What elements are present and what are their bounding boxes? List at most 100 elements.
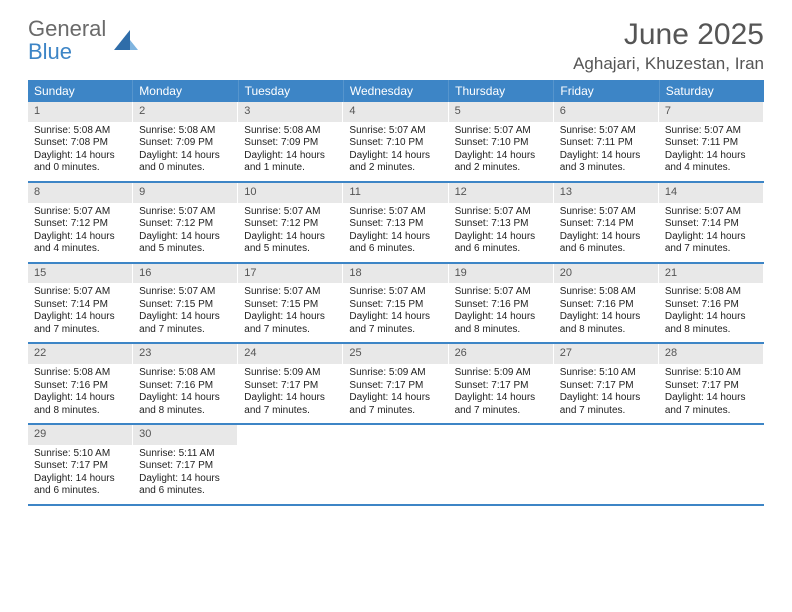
empty-day-cell	[449, 425, 554, 504]
sunrise-text: Sunrise: 5:11 AM	[139, 448, 231, 461]
daylight-text: Daylight: 14 hours	[34, 150, 126, 163]
sunrise-text: Sunrise: 5:07 AM	[244, 206, 336, 219]
day-number: 13	[554, 183, 658, 203]
day-body: Sunrise: 5:08 AMSunset: 7:16 PMDaylight:…	[659, 286, 763, 336]
sunset-text: Sunset: 7:16 PM	[34, 380, 126, 393]
sunset-text: Sunset: 7:15 PM	[139, 299, 231, 312]
day-number: 7	[659, 102, 763, 122]
day-number: 16	[133, 264, 237, 284]
sunrise-text: Sunrise: 5:07 AM	[349, 206, 441, 219]
day-number: 28	[659, 344, 763, 364]
day-number: 27	[554, 344, 658, 364]
daylight-text: Daylight: 14 hours	[455, 231, 547, 244]
day-cell: 20Sunrise: 5:08 AMSunset: 7:16 PMDayligh…	[554, 264, 659, 343]
location-text: Aghajari, Khuzestan, Iran	[573, 54, 764, 74]
day-body: Sunrise: 5:07 AMSunset: 7:12 PMDaylight:…	[28, 206, 132, 256]
daylight-text: and 7 minutes.	[665, 405, 757, 418]
sunset-text: Sunset: 7:14 PM	[560, 218, 652, 231]
daylight-text: and 2 minutes.	[349, 162, 441, 175]
sunset-text: Sunset: 7:17 PM	[34, 460, 126, 473]
day-cell: 23Sunrise: 5:08 AMSunset: 7:16 PMDayligh…	[133, 344, 238, 423]
week-row: 29Sunrise: 5:10 AMSunset: 7:17 PMDayligh…	[28, 425, 764, 506]
day-number: 6	[554, 102, 658, 122]
day-cell: 5Sunrise: 5:07 AMSunset: 7:10 PMDaylight…	[449, 102, 554, 181]
day-cell: 21Sunrise: 5:08 AMSunset: 7:16 PMDayligh…	[659, 264, 764, 343]
sunrise-text: Sunrise: 5:07 AM	[34, 206, 126, 219]
daylight-text: and 4 minutes.	[34, 243, 126, 256]
day-body: Sunrise: 5:08 AMSunset: 7:16 PMDaylight:…	[554, 286, 658, 336]
sunrise-text: Sunrise: 5:09 AM	[349, 367, 441, 380]
daylight-text: and 7 minutes.	[665, 243, 757, 256]
sunrise-text: Sunrise: 5:08 AM	[34, 125, 126, 138]
sunrise-text: Sunrise: 5:07 AM	[244, 286, 336, 299]
sunrise-text: Sunrise: 5:08 AM	[560, 286, 652, 299]
sunset-text: Sunset: 7:10 PM	[455, 137, 547, 150]
sunrise-text: Sunrise: 5:07 AM	[560, 206, 652, 219]
sunrise-text: Sunrise: 5:07 AM	[455, 286, 547, 299]
daylight-text: and 6 minutes.	[139, 485, 231, 498]
daylight-text: Daylight: 14 hours	[244, 311, 336, 324]
sunset-text: Sunset: 7:15 PM	[244, 299, 336, 312]
day-number: 21	[659, 264, 763, 284]
sunset-text: Sunset: 7:12 PM	[139, 218, 231, 231]
sunset-text: Sunset: 7:17 PM	[560, 380, 652, 393]
brand-logo: General Blue	[28, 18, 140, 64]
day-cell: 3Sunrise: 5:08 AMSunset: 7:09 PMDaylight…	[238, 102, 343, 181]
sunrise-text: Sunrise: 5:07 AM	[665, 206, 757, 219]
daylight-text: Daylight: 14 hours	[349, 231, 441, 244]
daylight-text: Daylight: 14 hours	[139, 231, 231, 244]
day-cell: 2Sunrise: 5:08 AMSunset: 7:09 PMDaylight…	[133, 102, 238, 181]
day-cell: 22Sunrise: 5:08 AMSunset: 7:16 PMDayligh…	[28, 344, 133, 423]
day-cell: 7Sunrise: 5:07 AMSunset: 7:11 PMDaylight…	[659, 102, 764, 181]
daylight-text: Daylight: 14 hours	[34, 311, 126, 324]
daylight-text: and 8 minutes.	[455, 324, 547, 337]
daylight-text: Daylight: 14 hours	[455, 311, 547, 324]
sunrise-text: Sunrise: 5:07 AM	[560, 125, 652, 138]
daylight-text: Daylight: 14 hours	[139, 150, 231, 163]
sunset-text: Sunset: 7:17 PM	[244, 380, 336, 393]
day-body: Sunrise: 5:10 AMSunset: 7:17 PMDaylight:…	[659, 367, 763, 417]
day-body: Sunrise: 5:08 AMSunset: 7:16 PMDaylight:…	[133, 367, 237, 417]
day-body: Sunrise: 5:08 AMSunset: 7:16 PMDaylight:…	[28, 367, 132, 417]
sunrise-text: Sunrise: 5:09 AM	[244, 367, 336, 380]
day-number: 15	[28, 264, 132, 284]
day-body: Sunrise: 5:09 AMSunset: 7:17 PMDaylight:…	[238, 367, 342, 417]
daylight-text: Daylight: 14 hours	[349, 150, 441, 163]
day-body: Sunrise: 5:07 AMSunset: 7:10 PMDaylight:…	[449, 125, 553, 175]
daylight-text: and 7 minutes.	[34, 324, 126, 337]
sunset-text: Sunset: 7:09 PM	[139, 137, 231, 150]
weekday-header: Monday	[133, 80, 238, 102]
sunset-text: Sunset: 7:17 PM	[139, 460, 231, 473]
daylight-text: and 7 minutes.	[349, 324, 441, 337]
daylight-text: and 7 minutes.	[560, 405, 652, 418]
daylight-text: and 6 minutes.	[560, 243, 652, 256]
day-cell: 14Sunrise: 5:07 AMSunset: 7:14 PMDayligh…	[659, 183, 764, 262]
sunrise-text: Sunrise: 5:08 AM	[34, 367, 126, 380]
daylight-text: and 8 minutes.	[139, 405, 231, 418]
daylight-text: and 4 minutes.	[665, 162, 757, 175]
day-number: 12	[449, 183, 553, 203]
weekday-header: Sunday	[28, 80, 133, 102]
day-cell: 15Sunrise: 5:07 AMSunset: 7:14 PMDayligh…	[28, 264, 133, 343]
day-body: Sunrise: 5:08 AMSunset: 7:09 PMDaylight:…	[133, 125, 237, 175]
day-body: Sunrise: 5:10 AMSunset: 7:17 PMDaylight:…	[28, 448, 132, 498]
daylight-text: and 0 minutes.	[139, 162, 231, 175]
sunset-text: Sunset: 7:13 PM	[349, 218, 441, 231]
sunrise-text: Sunrise: 5:09 AM	[455, 367, 547, 380]
day-body: Sunrise: 5:07 AMSunset: 7:14 PMDaylight:…	[659, 206, 763, 256]
daylight-text: and 5 minutes.	[244, 243, 336, 256]
sunset-text: Sunset: 7:14 PM	[34, 299, 126, 312]
sunset-text: Sunset: 7:14 PM	[665, 218, 757, 231]
sunset-text: Sunset: 7:16 PM	[560, 299, 652, 312]
day-cell: 1Sunrise: 5:08 AMSunset: 7:08 PMDaylight…	[28, 102, 133, 181]
day-number: 3	[238, 102, 342, 122]
day-cell: 17Sunrise: 5:07 AMSunset: 7:15 PMDayligh…	[238, 264, 343, 343]
day-body: Sunrise: 5:09 AMSunset: 7:17 PMDaylight:…	[449, 367, 553, 417]
daylight-text: Daylight: 14 hours	[139, 473, 231, 486]
day-cell: 8 Sunrise: 5:07 AMSunset: 7:12 PMDaylight…	[28, 183, 133, 262]
sunrise-text: Sunrise: 5:07 AM	[455, 125, 547, 138]
sunset-text: Sunset: 7:16 PM	[139, 380, 231, 393]
sunrise-text: Sunrise: 5:10 AM	[560, 367, 652, 380]
daylight-text: Daylight: 14 hours	[34, 392, 126, 405]
day-number: 8	[28, 183, 132, 203]
